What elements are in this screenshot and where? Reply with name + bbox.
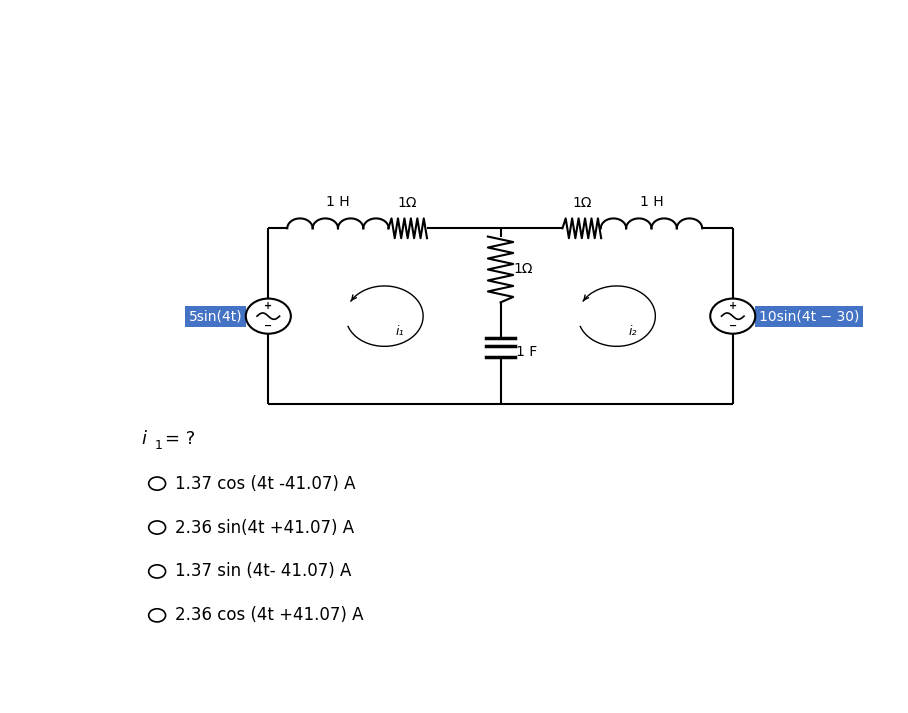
Text: +: + (264, 301, 272, 311)
Text: i₂: i₂ (628, 325, 637, 338)
Text: 1Ω: 1Ω (572, 195, 592, 210)
Text: 1: 1 (154, 439, 163, 452)
Text: 1 H: 1 H (326, 195, 350, 208)
Text: 1 H: 1 H (639, 195, 663, 208)
Text: −: − (264, 322, 272, 332)
Text: i₁: i₁ (396, 325, 405, 338)
Text: 1.37 sin (4t- 41.07) A: 1.37 sin (4t- 41.07) A (175, 563, 351, 580)
Text: 2.36 sin(4t +41.07) A: 2.36 sin(4t +41.07) A (175, 518, 354, 536)
Text: 1Ω: 1Ω (513, 262, 533, 277)
Text: 5sin(4t): 5sin(4t) (189, 309, 242, 323)
Text: 1Ω: 1Ω (398, 195, 418, 210)
Text: 1.37 cos (4t -41.07) A: 1.37 cos (4t -41.07) A (175, 475, 356, 493)
Text: +: + (729, 301, 736, 311)
Text: = ?: = ? (165, 430, 195, 448)
Text: 10sin(4t − 30): 10sin(4t − 30) (759, 309, 859, 323)
Text: −: − (729, 322, 736, 332)
Text: i: i (142, 430, 147, 448)
Text: 2.36 cos (4t +41.07) A: 2.36 cos (4t +41.07) A (175, 606, 364, 625)
Text: 1 F: 1 F (516, 345, 538, 359)
